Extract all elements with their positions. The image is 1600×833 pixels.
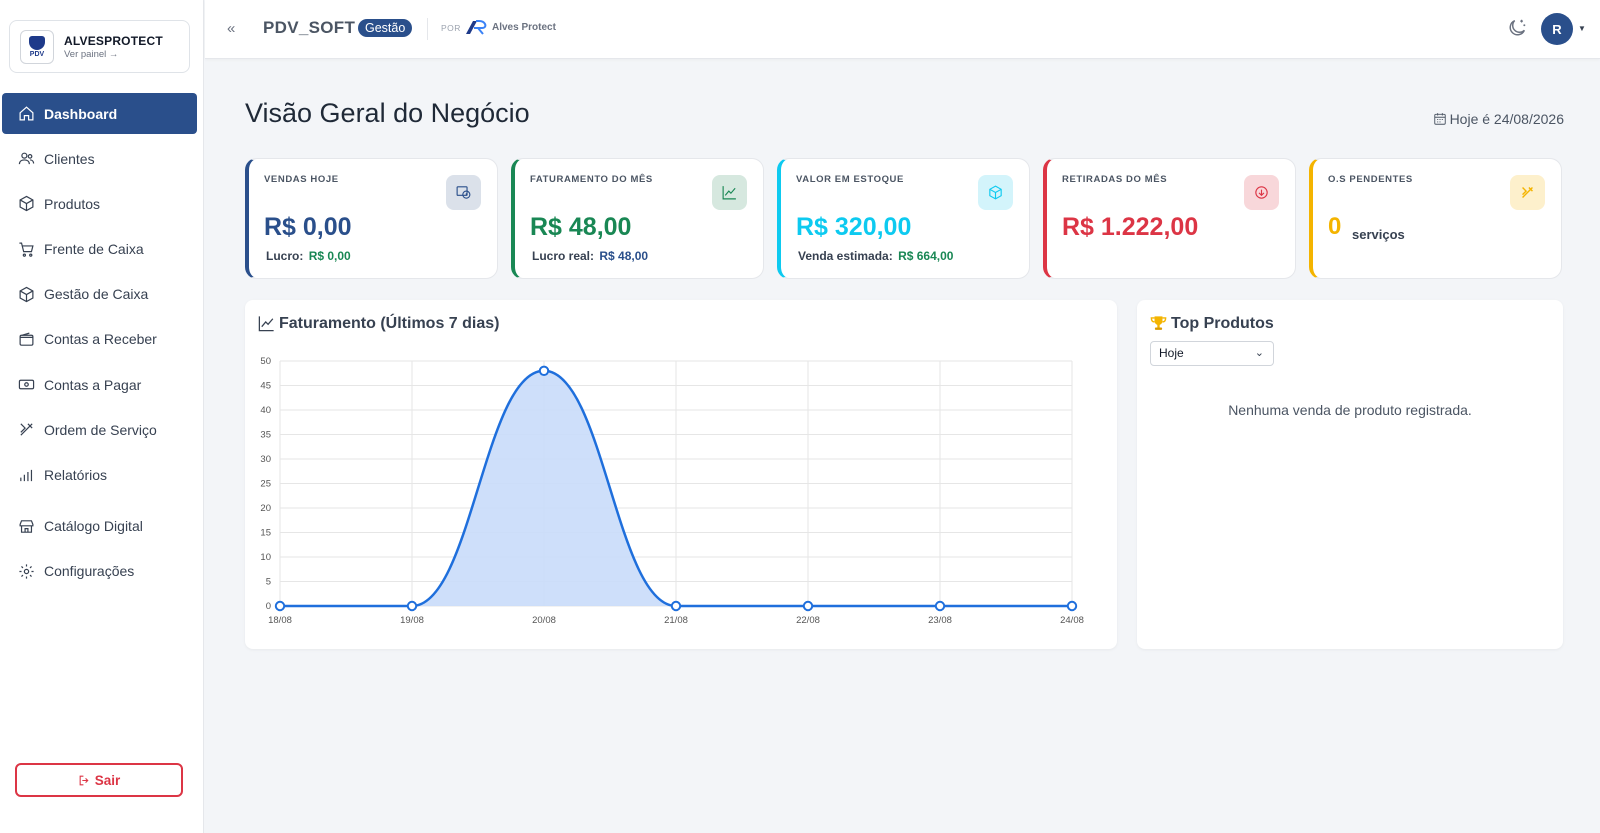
collapse-sidebar-icon[interactable]: « — [227, 20, 236, 37]
series-area — [280, 370, 1072, 606]
sidebar-item-relatorios[interactable]: Relatórios — [2, 455, 197, 496]
data-point — [406, 600, 418, 612]
sidebar: PDV ALVESPROTECT Ver painel → Dashboard … — [0, 0, 204, 833]
y-tick-label: 0 — [266, 601, 271, 612]
sidebar-item-frente-de-caixa[interactable]: Frente de Caixa — [2, 229, 197, 270]
mode-badge: Gestão — [358, 19, 413, 37]
brand-card[interactable]: PDV ALVESPROTECT Ver painel → — [9, 20, 190, 73]
y-tick-label: 15 — [260, 528, 271, 539]
revenue-chart-panel: Faturamento (Últimos 7 dias) 0 5 10 15 20 25 3… — [245, 300, 1117, 649]
logout-icon — [79, 775, 89, 785]
sidebar-item-configuracoes[interactable]: Configurações — [2, 551, 197, 592]
card-os-pendentes: O.S PENDENTES 0 serviços — [1309, 158, 1562, 279]
data-point — [802, 600, 814, 612]
card-valor-estoque: VALOR EM ESTOQUE R$ 320,00 Venda estimad… — [777, 158, 1030, 279]
divider — [427, 18, 428, 40]
arrow-down-circle-icon — [1244, 175, 1279, 210]
y-tick-label: 5 — [266, 577, 271, 588]
sidebar-item-catalogo-digital[interactable]: Catálogo Digital — [2, 506, 197, 547]
calendar-icon — [1433, 113, 1446, 125]
revenue-line-chart: 0 5 10 15 20 25 30 35 40 45 50 18/08 19/08 20/08 21/08… — [260, 356, 1084, 626]
chart-title: Faturamento (Últimos 7 dias) — [257, 314, 499, 333]
cart-icon — [17, 240, 35, 258]
card-retiradas-mes: RETIRADAS DO MÊS R$ 1.222,00 — [1043, 158, 1296, 279]
gear-icon — [17, 562, 35, 580]
sidebar-item-dashboard[interactable]: Dashboard — [2, 93, 197, 134]
by-label: POR — [441, 23, 461, 33]
app-title: PDV_SOFT — [263, 18, 356, 37]
top-products-title: Top Produtos — [1149, 314, 1274, 333]
cash-icon — [17, 376, 35, 394]
cash-register-icon — [446, 175, 481, 210]
user-avatar[interactable]: R — [1541, 13, 1573, 45]
dark-mode-toggle-icon[interactable] — [1506, 17, 1528, 39]
x-tick-label: 19/08 — [400, 615, 424, 626]
logout-button[interactable]: Sair — [15, 763, 183, 797]
line-chart-icon — [258, 316, 274, 332]
sidebar-item-produtos[interactable]: Produtos — [2, 183, 197, 224]
data-point — [934, 600, 946, 612]
x-tick-label: 18/08 — [268, 615, 292, 626]
y-tick-label: 45 — [260, 381, 271, 392]
card-vendas-hoje: VENDAS HOJE R$ 0,00 Lucro: R$ 0,00 — [245, 158, 498, 279]
store-icon — [17, 517, 35, 535]
box-icon — [17, 195, 35, 213]
chevron-down-icon: ⌄ — [1254, 347, 1264, 359]
wallet-icon — [17, 330, 35, 348]
y-tick-label: 50 — [260, 356, 271, 367]
home-icon — [17, 105, 35, 123]
x-tick-label: 24/08 — [1060, 615, 1084, 626]
user-menu-caret-icon[interactable]: ▼ — [1578, 24, 1586, 33]
y-tick-label: 10 — [260, 552, 271, 563]
series-line — [280, 369, 1072, 608]
partner-name: Alves Protect — [492, 22, 556, 33]
y-tick-label: 40 — [260, 405, 271, 416]
data-point — [670, 600, 682, 612]
bar-chart-icon — [17, 466, 35, 484]
page-title: Visão Geral do Negócio — [245, 98, 530, 128]
x-tick-label: 20/08 — [532, 615, 556, 626]
box-icon — [17, 285, 35, 303]
tools-icon — [17, 421, 35, 439]
sidebar-item-contas-a-pagar[interactable]: Contas a Pagar — [2, 364, 197, 405]
y-tick-label: 35 — [260, 430, 271, 441]
cube-icon — [978, 175, 1013, 210]
sidebar-item-clientes[interactable]: Clientes — [2, 138, 197, 179]
period-select[interactable]: Hoje ⌄ — [1150, 341, 1274, 366]
alves-protect-logo-icon — [466, 20, 487, 35]
y-tick-label: 25 — [260, 479, 271, 490]
topbar: « PDV_SOFT Gestão POR Alves Protect R ▼ — [205, 0, 1600, 59]
data-point — [1066, 600, 1078, 612]
trend-up-icon — [712, 175, 747, 210]
users-icon — [17, 150, 35, 168]
x-tick-label: 23/08 — [928, 615, 952, 626]
sidebar-item-contas-a-receber[interactable]: Contas a Receber — [2, 319, 197, 360]
sidebar-item-gestao-de-caixa[interactable]: Gestão de Caixa — [2, 274, 197, 315]
empty-state-message: Nenhuma venda de produto registrada. — [1228, 402, 1472, 418]
y-tick-label: 30 — [260, 454, 271, 465]
brand-name: ALVESPROTECT — [64, 33, 163, 48]
top-products-panel: Top Produtos Hoje ⌄ Nenhuma venda de pro… — [1137, 300, 1563, 649]
card-faturamento-mes: FATURAMENTO DO MÊS R$ 48,00 Lucro real: … — [511, 158, 764, 279]
sidebar-nav: Dashboard Clientes Produtos Frente de Ca… — [2, 93, 197, 596]
view-panel-link[interactable]: Ver painel → — [64, 48, 119, 60]
trophy-icon — [1150, 316, 1167, 330]
x-tick-label: 21/08 — [664, 615, 688, 626]
y-tick-label: 20 — [260, 503, 271, 514]
brand-logo: PDV — [20, 29, 54, 64]
data-point — [274, 600, 286, 612]
today-date: Hoje é 24/08/2026 — [1433, 111, 1564, 127]
data-point — [538, 365, 550, 377]
x-tick-label: 22/08 — [796, 615, 820, 626]
sidebar-item-ordem-de-servico[interactable]: Ordem de Serviço — [2, 409, 197, 450]
tools-icon — [1510, 175, 1545, 210]
